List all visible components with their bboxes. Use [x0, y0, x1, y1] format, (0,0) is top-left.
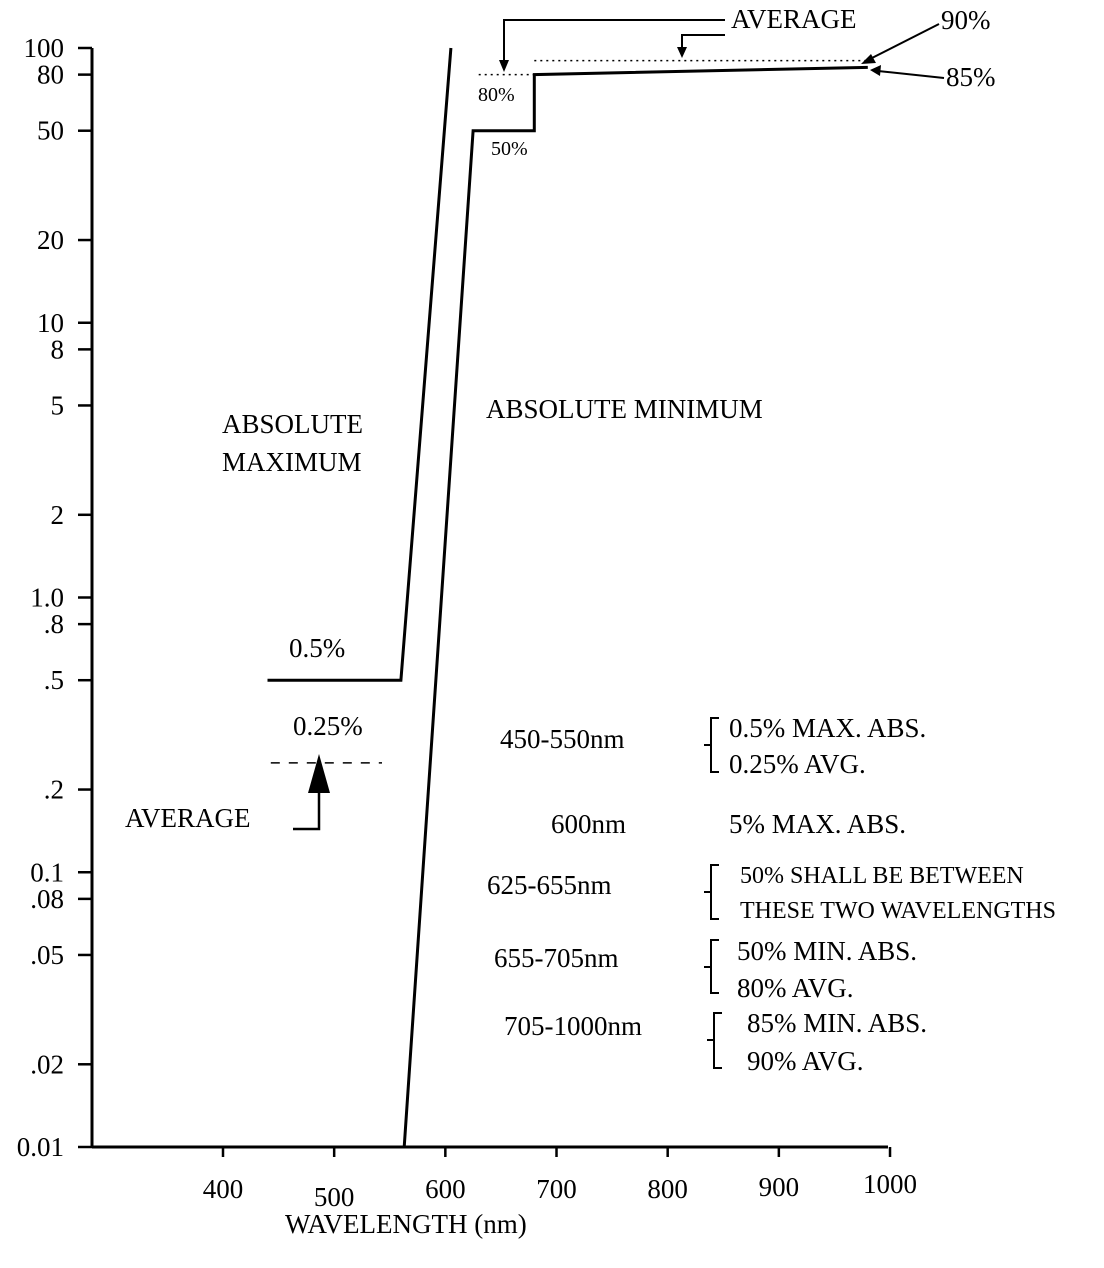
- y-tick-label: 8: [51, 334, 65, 364]
- x-tick-label: 700: [536, 1174, 577, 1204]
- y-tick-label: 100: [24, 33, 65, 63]
- spec-bracket-3: [704, 864, 719, 920]
- spec-bracket-1: [704, 717, 719, 773]
- x-tick-label: 600: [425, 1174, 466, 1204]
- y-tick-label: 10: [37, 308, 64, 338]
- x-tick-label: 400: [203, 1174, 244, 1204]
- spec-bracket-5: [707, 1012, 722, 1069]
- abs-max-label-line2: MAXIMUM: [222, 447, 362, 477]
- y-tick-label: 1.0: [30, 583, 64, 613]
- y-tick-label: .2: [44, 775, 64, 805]
- series-absolute-minimum: [402, 65, 868, 1148]
- p85-arrow: [870, 65, 945, 79]
- spec-line-1b: 0.25% AVG.: [729, 749, 866, 779]
- spec-range-3: 625-655nm: [487, 870, 612, 900]
- spec-line-4a: 50% MIN. ABS.: [737, 936, 917, 966]
- series-absolute-maximum: [267, 47, 453, 682]
- x-tick-label: 800: [647, 1174, 688, 1204]
- p90-label: 90%: [941, 5, 991, 35]
- y-tick-label: .5: [44, 665, 64, 695]
- x-tick-label: 500: [314, 1182, 355, 1212]
- spec-bracket-4: [704, 939, 719, 994]
- spec-line-3a: 50% SHALL BE BETWEEN: [740, 863, 1024, 889]
- p50-label: 50%: [491, 138, 528, 160]
- p85-label: 85%: [946, 62, 996, 92]
- spec-line-2a: 5% MAX. ABS.: [729, 809, 906, 839]
- average-arrow-low: [293, 754, 330, 831]
- abs-min-label: ABSOLUTE MINIMUM: [486, 394, 763, 424]
- p80-label: 80%: [478, 84, 515, 106]
- p025-label: 0.25%: [293, 711, 363, 741]
- y-tick-label: .08: [30, 884, 64, 914]
- p05-label: 0.5%: [289, 633, 345, 663]
- y-tick-label: 2: [51, 500, 65, 530]
- spec-line-3b: THESE TWO WAVELENGTHS: [740, 898, 1056, 924]
- y-tick-label: 0.01: [17, 1132, 64, 1162]
- y-tick-label: 0.1: [30, 857, 64, 887]
- x-axis-ticks: 400 500 600 700 800 900 1000: [203, 1147, 917, 1212]
- spec-line-5b: 90% AVG.: [747, 1046, 864, 1076]
- spec-range-4: 655-705nm: [494, 943, 619, 973]
- x-axis-title: WAVELENGTH (nm): [285, 1209, 527, 1239]
- spec-line-4b: 80% AVG.: [737, 973, 854, 1003]
- series-lines: [267, 47, 868, 1148]
- y-tick-label: 50: [37, 116, 64, 146]
- y-tick-label: 80: [37, 60, 64, 90]
- x-tick-label: 900: [759, 1172, 800, 1202]
- p90-arrow: [861, 23, 940, 64]
- y-tick-label: .02: [30, 1049, 64, 1079]
- average-low-label: AVERAGE: [125, 803, 251, 833]
- spec-range-1: 450-550nm: [500, 724, 625, 754]
- spec-table: 450-550nm 0.5% MAX. ABS. 0.25% AVG. 600n…: [487, 713, 1056, 1076]
- spec-range-5: 705-1000nm: [504, 1011, 642, 1041]
- spec-line-5a: 85% MIN. ABS.: [747, 1008, 927, 1038]
- spec-line-1a: 0.5% MAX. ABS.: [729, 713, 926, 743]
- spec-range-2: 600nm: [551, 809, 626, 839]
- y-tick-label: 5: [51, 390, 65, 420]
- abs-max-label-line1: ABSOLUTE: [222, 409, 363, 439]
- y-tick-label: .05: [30, 940, 64, 970]
- average-top-label: AVERAGE: [731, 4, 857, 34]
- y-tick-label: .8: [44, 609, 64, 639]
- x-tick-label: 1000: [863, 1169, 917, 1199]
- annotations: ABSOLUTE MAXIMUM ABSOLUTE MINIMUM 0.5% 0…: [125, 4, 996, 833]
- y-tick-label: 20: [37, 225, 64, 255]
- average-arrow-top: [499, 19, 725, 72]
